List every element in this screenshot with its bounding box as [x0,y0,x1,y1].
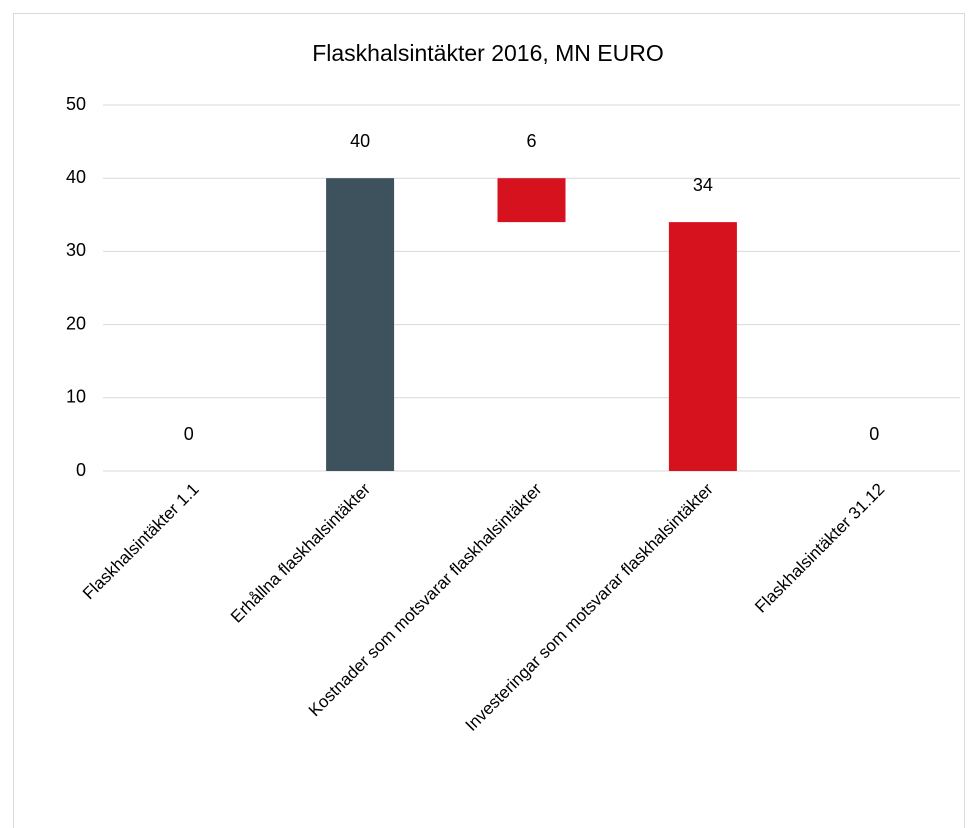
y-tick-label: 0 [76,460,86,480]
data-label: 6 [526,131,536,151]
y-tick-label: 20 [66,313,86,333]
y-tick-label: 30 [66,240,86,260]
bar [668,222,737,471]
data-label: 0 [184,424,194,444]
data-label: 0 [869,424,879,444]
y-tick-label: 50 [66,94,86,114]
data-label: 40 [350,131,370,151]
bar [326,178,395,471]
y-tick-label: 10 [66,387,86,407]
y-tick-label: 40 [66,167,86,187]
chart-frame [13,13,965,828]
chart-title: Flaskhalsintäkter 2016, MN EURO [312,40,664,66]
data-label: 34 [693,175,713,195]
bar [497,178,566,223]
